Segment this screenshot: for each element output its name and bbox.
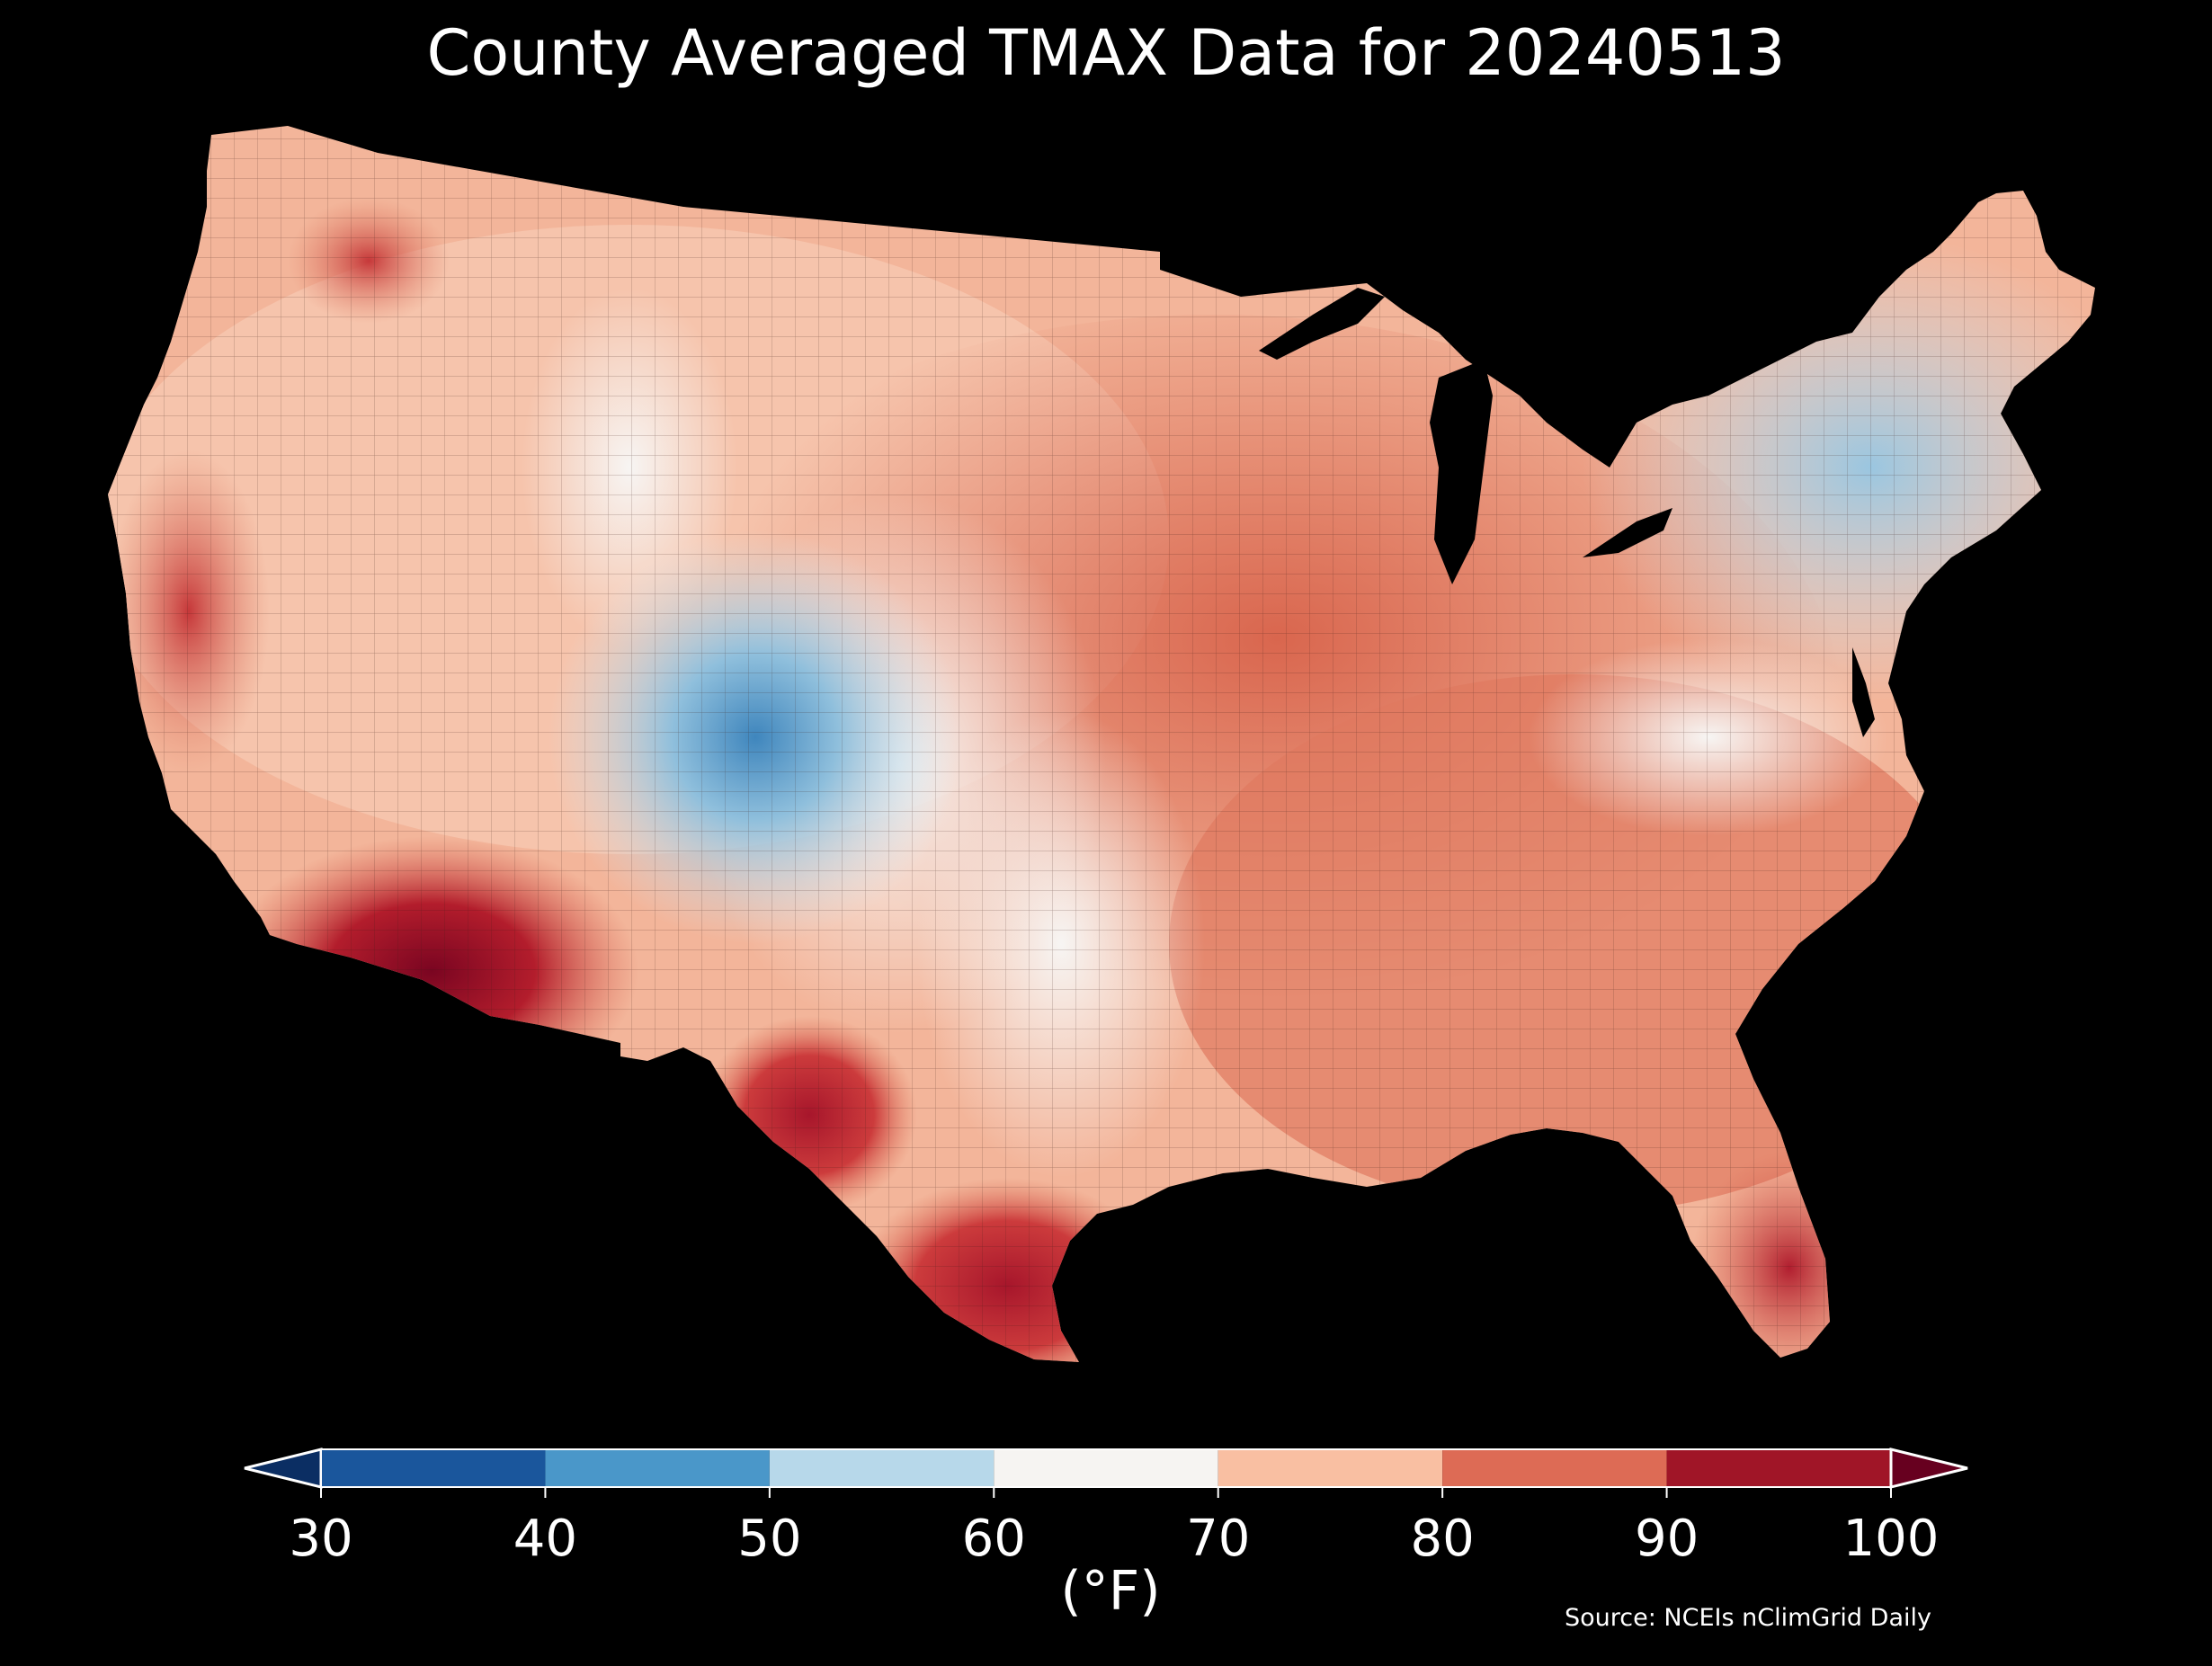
colorbar-tick-label: 100 — [1843, 1510, 1940, 1568]
colorbar-bin-70-80 — [1217, 1449, 1443, 1487]
lake-superior — [1259, 288, 1385, 360]
colorbar-bin-40-50 — [545, 1449, 770, 1487]
colorbar-tick-label: 80 — [1411, 1510, 1475, 1568]
colorbar-bin-90-100 — [1666, 1449, 1891, 1487]
chart-title: County Averaged TMAX Data for 20240513 — [426, 16, 1786, 90]
lake-michigan — [1430, 360, 1493, 584]
colorbar-tick-label: 30 — [289, 1510, 352, 1568]
colorbar-tick-label: 90 — [1635, 1510, 1699, 1568]
lake-erie — [1583, 508, 1672, 557]
colorbar-over-arrow — [1889, 1448, 1968, 1489]
colorbar-tick-label: 50 — [737, 1510, 801, 1568]
colorbar-bin-50-60 — [769, 1449, 995, 1487]
source-note: Source: NCEIs nClimGrid Daily — [1565, 1604, 1931, 1632]
colorbar-under-arrow — [244, 1448, 323, 1489]
colorbar-frame — [320, 1448, 1892, 1488]
colorbar-tick-label: 60 — [962, 1510, 1026, 1568]
colorbar-bin-80-90 — [1442, 1449, 1667, 1487]
colorbar-bin-30-40 — [321, 1449, 546, 1487]
colorbar-tick-label: 40 — [513, 1510, 577, 1568]
colorbar-bin-60-70 — [994, 1449, 1218, 1487]
chesapeake-bay — [1852, 647, 1875, 737]
colorbar-label: (°F) — [1060, 1560, 1161, 1623]
colorbar-tick-label: 70 — [1186, 1510, 1250, 1568]
